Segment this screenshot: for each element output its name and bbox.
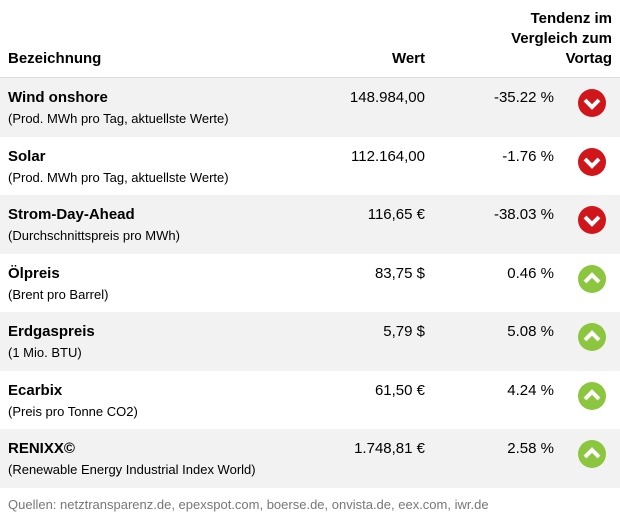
row-name: Ölpreis	[8, 264, 60, 282]
row-name: Strom-Day-Ahead	[8, 206, 135, 223]
row-name: RENIXX©	[8, 440, 75, 457]
trend-down-icon	[578, 147, 606, 176]
header-value: Wert	[391, 50, 425, 67]
row: Ölpreis (Brent pro Barrel) 83,75 $ 0.46 …	[0, 254, 620, 313]
row-change: -1.76 %	[502, 147, 554, 165]
row: RENIXX© (Renewable Energy Industrial Ind…	[0, 429, 620, 488]
row-value: 83,75 $	[374, 264, 425, 282]
row-sub: (Durchschnittspreis pro MWh)	[8, 228, 180, 243]
row-change: 4.24 %	[507, 381, 554, 399]
trend-up-icon	[578, 264, 606, 293]
row-value: 148.984,00	[349, 89, 425, 106]
header-name: Bezeichnung	[8, 50, 102, 67]
row-name: Ecarbix	[8, 381, 63, 399]
trend-up-icon	[578, 440, 606, 468]
row: Solar (Prod. MWh pro Tag, aktuellste Wer…	[0, 137, 620, 196]
row-change: 2.58 %	[507, 440, 554, 457]
row-name: Wind onshore	[8, 89, 108, 106]
row-value: 1.748,81 €	[354, 440, 425, 457]
trend-down-icon	[578, 206, 606, 234]
row-change: 0.46 %	[507, 264, 554, 282]
row-value: 112.164,00	[351, 147, 425, 165]
row-sub: (Prod. MWh pro Tag, aktuellste Werte)	[8, 111, 229, 126]
row-change: 5.08 %	[507, 323, 554, 340]
row-sub: (Renewable Energy Industrial Index World…	[8, 462, 256, 477]
row-value: 5,79 $	[383, 323, 425, 340]
row-name: Solar	[8, 147, 46, 165]
row-change: -38.03 %	[493, 206, 554, 223]
row-value: 61,50 €	[374, 381, 425, 399]
row-sub: (1 Mio. BTU)	[8, 345, 82, 360]
row-value: 116,65 €	[367, 206, 425, 223]
row-change: -35.22 %	[493, 89, 554, 106]
row: Strom-Day-Ahead (Durchschnittspreis pro …	[0, 195, 620, 254]
row-sub: (Brent pro Barrel)	[8, 286, 109, 302]
header-rule	[0, 77, 620, 78]
header-trend: Tendenz im Vergleich zum Vortag	[511, 10, 612, 67]
row: Erdgaspreis (1 Mio. BTU) 5,79 $ 5.08 %	[0, 312, 620, 371]
row: Wind onshore (Prod. MWh pro Tag, aktuell…	[0, 78, 620, 137]
trend-down-icon	[578, 89, 606, 117]
trend-up-icon	[578, 381, 606, 410]
row-name: Erdgaspreis	[8, 323, 95, 340]
row: Ecarbix (Preis pro Tonne CO2) 61,50 € 4.…	[0, 371, 620, 430]
row-sub: (Prod. MWh pro Tag, aktuellste Werte)	[8, 169, 229, 185]
footer-sources: Quellen: netztransparenz.de, epexspot.co…	[8, 497, 489, 512]
trend-up-icon	[578, 323, 606, 351]
row-sub: (Preis pro Tonne CO2)	[8, 403, 138, 419]
